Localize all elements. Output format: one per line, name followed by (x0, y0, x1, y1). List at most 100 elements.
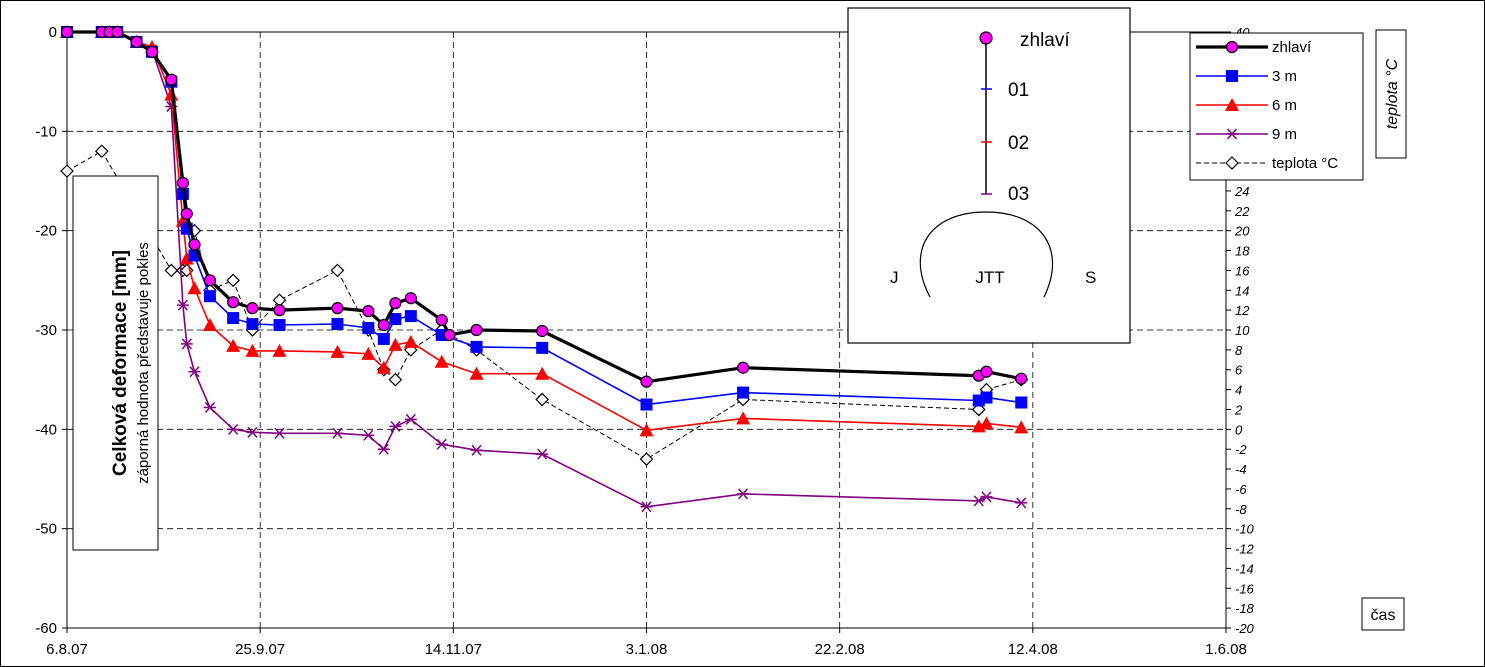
series-3-m-point (1015, 396, 1028, 409)
left-tick-label: -20 (35, 223, 57, 240)
series-zhlav-point (188, 238, 201, 251)
star-stroke (181, 338, 192, 350)
right-tick-label: 16 (1235, 263, 1250, 278)
series-9-m-point (404, 413, 417, 425)
legend-teplota-c-marker (1225, 156, 1239, 170)
series-3-m-point (227, 312, 240, 325)
series-9-m-point (188, 366, 201, 378)
series-zhlav-point (377, 318, 390, 332)
series-9-m-point (470, 444, 483, 456)
series-6-m-point (187, 281, 202, 295)
series-zhlav-point (389, 297, 402, 310)
legend-6-m-label: 6 m (1272, 97, 1297, 114)
legend-3-m-marker (1226, 70, 1238, 82)
cross-section-diagram: zhlaví 01 02 03 J JTT S (847, 7, 1131, 344)
star-stroke (641, 501, 652, 513)
left-tick-label: -50 (35, 521, 57, 538)
series-zhlav-point (227, 296, 240, 309)
head-point-icon (979, 31, 993, 45)
right-tick-label: 0 (1235, 422, 1243, 437)
legend-zhlav-label: zhlaví (1272, 39, 1312, 56)
right-tick-label: -12 (1235, 542, 1255, 557)
series-teplota-c-point (535, 392, 550, 407)
series-zhlav-point (60, 25, 74, 39)
series-9-m-point (377, 443, 390, 455)
series-zhlav-point (980, 365, 993, 378)
series-6-m-point (403, 334, 418, 348)
series-9-m-point (273, 427, 286, 439)
right-tick-label: 18 (1235, 244, 1250, 259)
right-tick-label: -2 (1235, 442, 1247, 457)
x-tick-label: 1.6.08 (1205, 641, 1247, 658)
star-stroke (405, 413, 416, 425)
star-stroke (247, 426, 258, 438)
right-tick-label: -8 (1235, 502, 1247, 517)
tunnel-profile (919, 211, 1054, 298)
star-stroke (738, 488, 749, 500)
right-axis-label-box: teplota °C (1375, 29, 1407, 159)
left-axis-subtitle: záporná hodnota představuje pokles (135, 242, 152, 484)
star-stroke (378, 443, 389, 455)
series-3-m-point (404, 310, 417, 323)
series-3-m-point (377, 332, 390, 345)
series-6-m-point (388, 337, 403, 351)
right-tick-label: 6 (1235, 363, 1243, 378)
series-zhlav-point (404, 292, 417, 305)
right-tick-label: 22 (1234, 204, 1250, 219)
series-9-m-point (203, 401, 216, 413)
series-3-m-point (470, 340, 483, 353)
series-9-m-point (640, 501, 653, 513)
series-zhlav-point (203, 274, 217, 287)
series-zhlav-point (176, 176, 189, 190)
series-layer (60, 25, 1029, 513)
series-3-m-point (246, 318, 259, 331)
star-stroke (1226, 128, 1238, 140)
x-tick-label: 25.9.07 (235, 641, 285, 658)
x-tick-label: 22.2.08 (815, 641, 865, 658)
star-stroke (471, 444, 482, 456)
star-stroke (274, 427, 285, 439)
star-stroke (204, 401, 216, 413)
legend-9-m: 9 m (1196, 126, 1297, 143)
diagram-label-02: 02 (1008, 133, 1029, 154)
series-9-m-point (536, 448, 549, 460)
legend-9-m-label: 9 m (1272, 126, 1297, 143)
series-9-m-point (737, 488, 750, 500)
star-stroke (189, 366, 200, 378)
series-zhlav (60, 25, 1028, 388)
right-tick-label: -20 (1235, 621, 1255, 636)
legend-3-m: 3 m (1196, 68, 1297, 85)
series-zhlav-point (443, 328, 456, 342)
series-zhlav-line (67, 30, 1022, 384)
series-6-m-point (736, 411, 751, 425)
series-9-m-point (362, 429, 375, 441)
series-6-m-point (535, 366, 550, 380)
series-6-m-point (272, 343, 287, 357)
series-6-m-point (434, 354, 449, 368)
series-zhlav-point (1015, 372, 1028, 385)
star-stroke (537, 448, 548, 460)
series-3-m-point (331, 318, 344, 331)
series-6-m-point (639, 423, 654, 437)
series-9-m-point (1015, 497, 1028, 509)
series-3-m-point (203, 290, 216, 303)
legend-3-m-label: 3 m (1272, 68, 1297, 85)
x-tick-label: 12.4.08 (1008, 641, 1058, 658)
series-3-m-point (362, 322, 375, 335)
series-3-m-point (980, 391, 993, 404)
series-6-m-point (245, 343, 260, 357)
star-stroke (332, 427, 343, 439)
diagram-label-head: zhlaví (1020, 30, 1070, 51)
star-stroke (228, 423, 239, 435)
series-9-m-point (435, 438, 448, 450)
left-axis-title: Celková deformace [mm] (110, 250, 131, 476)
series-6-m-point (330, 344, 345, 358)
right-tick-label: -14 (1235, 561, 1254, 576)
series-6-m-point (376, 360, 391, 374)
legend-zhlav-marker (1225, 40, 1239, 54)
series-teplota-c-point (639, 452, 654, 466)
right-tick-label: -16 (1235, 581, 1255, 596)
series-teplota-c-point (388, 372, 403, 387)
series-teplota-c-point (164, 263, 179, 278)
diagram-label-01: 01 (1008, 80, 1029, 101)
